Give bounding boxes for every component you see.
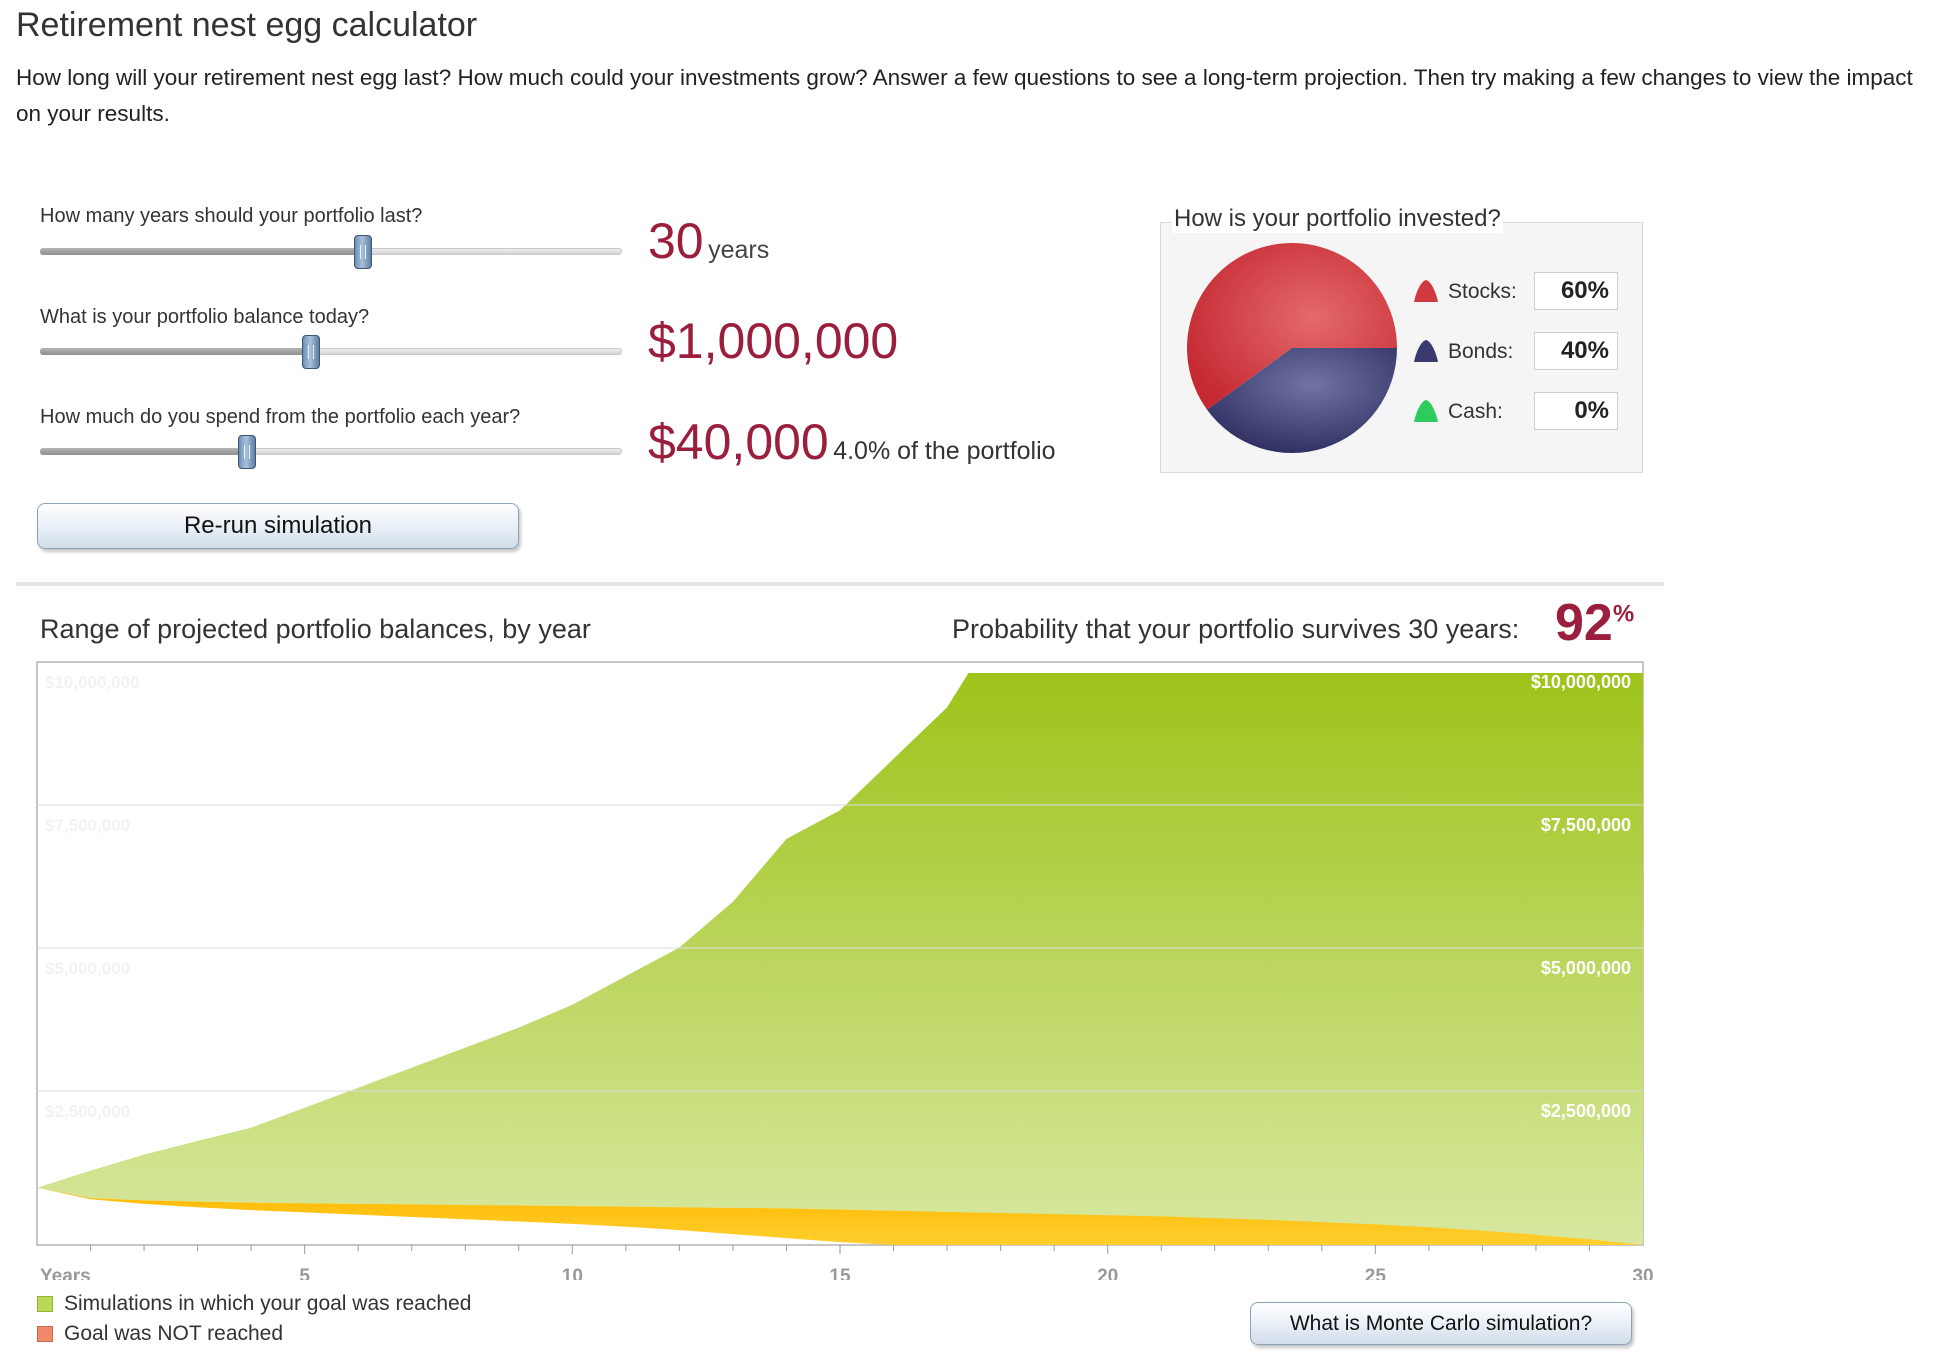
y-tick-label-left: $5,000,000 — [45, 959, 130, 978]
x-tick-label: 5 — [299, 1266, 310, 1280]
y-tick-label: $7,500,000 — [1541, 815, 1631, 835]
spend-value: $40,000 — [648, 414, 829, 470]
x-tick-label: 30 — [1632, 1266, 1653, 1280]
balance-display: $1,000,000 — [648, 312, 898, 370]
y-tick-label-left: $2,500,000 — [45, 1102, 130, 1121]
balance-slider-handle[interactable] — [301, 335, 320, 369]
intro-text: How long will your retirement nest egg l… — [16, 65, 1913, 126]
bonds-color-icon — [1414, 340, 1438, 362]
y-tick-label-left: $10,000,000 — [45, 673, 140, 692]
stocks-color-icon — [1414, 280, 1438, 302]
years-slider[interactable] — [40, 235, 622, 269]
area-goal-reached — [37, 673, 1643, 1245]
probability-label: Probability that your portfolio survives… — [952, 614, 1520, 644]
pie-slice-stocks — [1187, 243, 1397, 410]
allocation-row-bonds: Bonds: 40% — [1412, 332, 1652, 374]
legend-label-goal-not-reached: Goal was NOT reached — [64, 1322, 284, 1345]
spend-display: $40,000 4.0% of the portfolio — [648, 413, 1056, 471]
years-display: 30 years — [648, 212, 769, 270]
cash-percent-input[interactable]: 0% — [1534, 392, 1618, 430]
page-title: Retirement nest egg calculator — [16, 6, 478, 44]
spend-slider-handle[interactable] — [237, 435, 256, 469]
spend-slider[interactable] — [40, 435, 622, 469]
x-tick-label: 15 — [829, 1266, 851, 1280]
years-value: 30 — [648, 213, 704, 269]
allocation-pie-chart — [1187, 243, 1397, 454]
area-goal-not-reached — [37, 1187, 1643, 1245]
allocation-row-stocks: Stocks: 60% — [1412, 272, 1652, 314]
spend-percent-note: 4.0% of the portfolio — [833, 437, 1056, 465]
stocks-percent-input[interactable]: 60% — [1534, 272, 1618, 310]
section-divider — [16, 582, 1664, 586]
cash-color-icon — [1414, 400, 1438, 422]
y-tick-label-left: $7,500,000 — [45, 816, 130, 835]
probability-value: 92% — [1555, 593, 1634, 653]
x-tick-label: 10 — [562, 1266, 583, 1280]
allocation-title: How is your portfolio invested? — [1172, 205, 1503, 233]
years-unit: years — [708, 236, 770, 264]
stocks-label: Stocks: — [1448, 280, 1517, 303]
y-tick-label: $10,000,000 — [1531, 672, 1631, 692]
balance-value: $1,000,000 — [648, 313, 899, 369]
spend-slider-fill — [40, 448, 247, 455]
legend-label-goal-reached: Simulations in which your goal was reach… — [64, 1292, 472, 1315]
bonds-percent-input[interactable]: 40% — [1534, 332, 1618, 370]
spend-question-label: How much do you spend from the portfolio… — [40, 406, 521, 428]
chart-title: Range of projected portfolio balances, b… — [40, 614, 591, 644]
years-question-label: How many years should your portfolio las… — [40, 205, 423, 227]
years-slider-fill — [40, 248, 363, 255]
monte-carlo-info-button[interactable]: What is Monte Carlo simulation? — [1250, 1302, 1632, 1345]
x-tick-label: 20 — [1097, 1266, 1118, 1280]
cash-label: Cash: — [1448, 400, 1503, 423]
rerun-simulation-button[interactable]: Re-run simulation — [37, 503, 519, 549]
balance-slider-fill — [40, 348, 311, 355]
probability-number: 92 — [1555, 594, 1613, 652]
balance-question-label: What is your portfolio balance today? — [40, 306, 370, 328]
projection-chart: $10,000,000 $10,000,000 $7,500,000 $7,500,0… — [36, 661, 1654, 1280]
x-axis-label: Years — [40, 1266, 91, 1280]
legend-swatch-goal-reached — [37, 1296, 53, 1312]
y-tick-label: $5,000,000 — [1541, 958, 1631, 978]
bonds-label: Bonds: — [1448, 340, 1514, 363]
legend-swatch-goal-not-reached — [37, 1326, 53, 1342]
allocation-row-cash: Cash: 0% — [1412, 392, 1652, 434]
y-tick-label: $2,500,000 — [1541, 1101, 1631, 1121]
pie-slice-bonds — [1207, 348, 1397, 454]
x-tick-label: 25 — [1365, 1266, 1387, 1280]
probability-percent-sign: % — [1612, 600, 1635, 628]
balance-slider[interactable] — [40, 335, 622, 369]
years-slider-handle[interactable] — [354, 235, 372, 269]
